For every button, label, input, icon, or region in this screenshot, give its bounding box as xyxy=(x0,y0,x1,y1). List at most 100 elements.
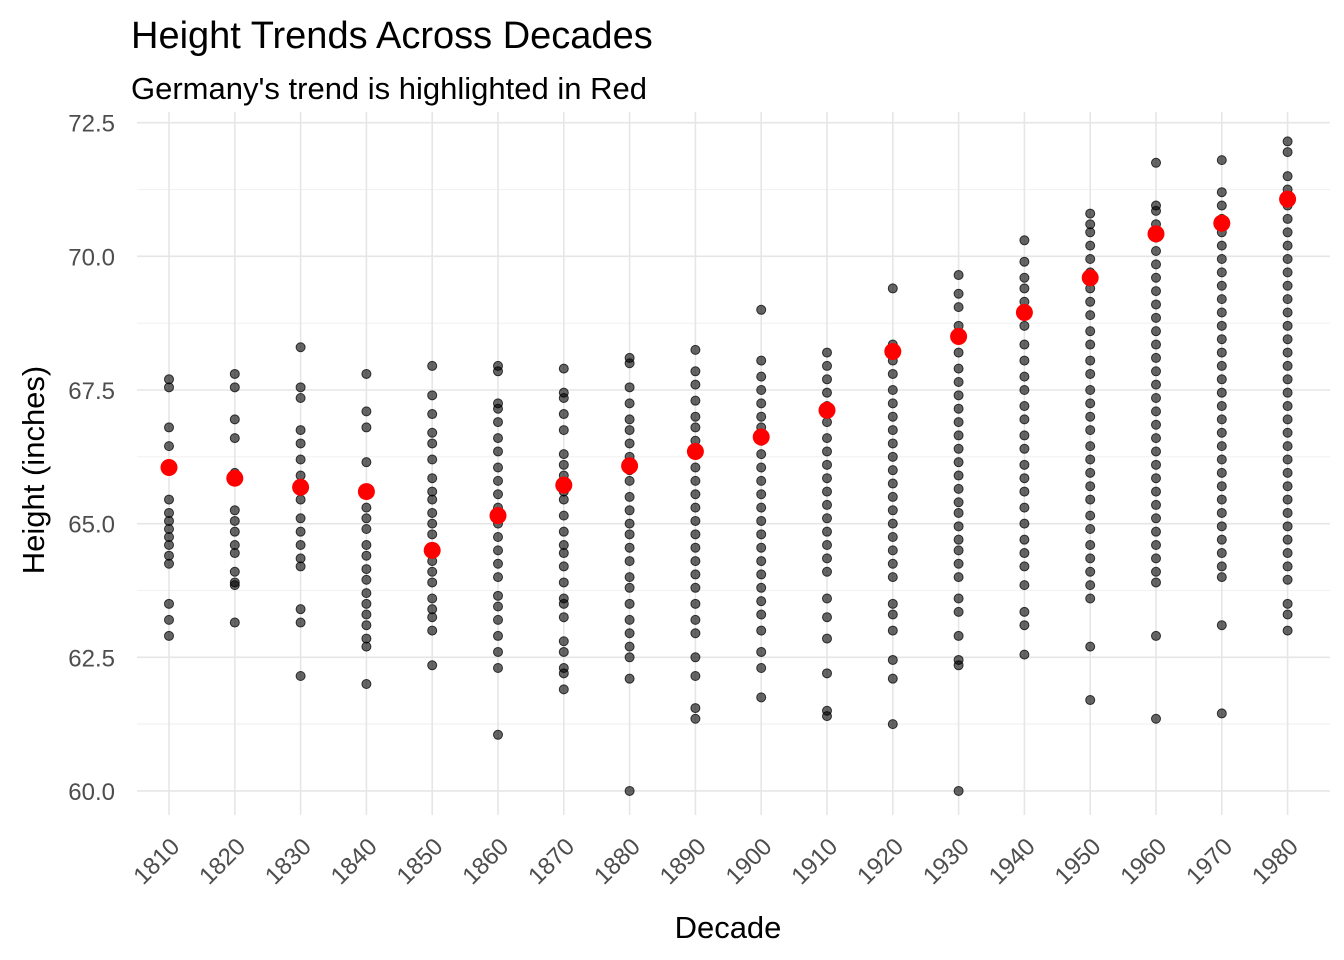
data-point xyxy=(690,598,701,609)
data-point xyxy=(953,660,964,671)
data-point xyxy=(1151,379,1161,390)
x-tick-label: 1900 xyxy=(721,833,778,890)
data-point xyxy=(1085,339,1096,350)
data-point xyxy=(558,646,569,657)
data-point xyxy=(295,617,306,628)
data-point xyxy=(1216,155,1227,166)
data-point xyxy=(295,342,306,353)
data-point xyxy=(1151,566,1161,577)
data-point xyxy=(953,521,964,532)
data-point xyxy=(624,382,635,393)
data-point xyxy=(887,719,898,730)
data-point xyxy=(756,529,767,540)
data-point xyxy=(1282,280,1293,291)
data-point xyxy=(690,475,701,486)
data-point xyxy=(1282,507,1293,518)
germany-point xyxy=(1081,269,1099,287)
data-point xyxy=(1085,368,1096,379)
data-point xyxy=(1282,294,1293,305)
germany-point xyxy=(1147,225,1165,243)
data-point xyxy=(229,382,240,393)
data-point xyxy=(1019,401,1030,412)
data-point xyxy=(1019,414,1030,425)
data-point xyxy=(1282,467,1293,478)
data-point xyxy=(756,371,767,382)
x-tick-label: 1810 xyxy=(128,833,185,890)
data-point xyxy=(493,590,503,601)
data-point xyxy=(164,540,174,551)
data-point xyxy=(1019,272,1030,283)
data-point xyxy=(427,660,438,671)
data-point xyxy=(1216,347,1227,358)
data-point xyxy=(558,510,569,521)
data-point xyxy=(295,671,306,682)
data-point xyxy=(822,633,832,644)
data-point xyxy=(756,449,767,460)
data-point xyxy=(756,411,767,422)
data-point xyxy=(361,513,372,524)
data-point xyxy=(1151,553,1161,564)
data-point xyxy=(229,433,240,444)
data-point xyxy=(624,614,635,625)
data-point xyxy=(624,505,635,516)
x-tick-label: 1940 xyxy=(984,833,1041,890)
germany-point xyxy=(752,428,770,446)
data-point xyxy=(229,526,240,537)
data-point xyxy=(1282,534,1293,545)
data-point xyxy=(493,403,503,414)
data-point xyxy=(690,379,701,390)
data-point xyxy=(756,384,767,395)
data-point xyxy=(1282,427,1293,438)
data-point xyxy=(558,668,569,679)
data-point xyxy=(953,457,964,468)
data-point xyxy=(295,470,306,481)
data-point xyxy=(1151,299,1161,310)
data-point xyxy=(624,358,635,369)
data-point xyxy=(361,523,372,534)
data-point xyxy=(1216,387,1227,398)
data-point xyxy=(493,462,503,473)
data-point xyxy=(1019,283,1030,294)
y-tick-label: 60.0 xyxy=(68,779,115,806)
data-point xyxy=(887,545,898,556)
data-point xyxy=(295,604,306,615)
data-point xyxy=(1019,430,1030,441)
data-point xyxy=(1282,254,1293,265)
data-point xyxy=(690,502,701,513)
germany-points xyxy=(160,190,1297,559)
data-point xyxy=(624,542,635,553)
data-point xyxy=(756,569,767,580)
data-point xyxy=(493,558,503,569)
data-point xyxy=(558,363,569,374)
data-point xyxy=(1282,334,1293,345)
data-point xyxy=(1151,446,1161,457)
data-point xyxy=(427,625,438,636)
data-point xyxy=(1216,254,1227,265)
data-point xyxy=(953,390,964,401)
data-point xyxy=(1151,459,1161,470)
data-point xyxy=(427,427,438,438)
data-point xyxy=(1085,384,1096,395)
data-point xyxy=(756,502,767,513)
x-tick-label: 1930 xyxy=(918,833,975,890)
data-point xyxy=(1085,355,1096,366)
data-point xyxy=(1216,360,1227,371)
data-point xyxy=(229,515,240,526)
data-point xyxy=(624,414,635,425)
data-point xyxy=(822,593,832,604)
data-point xyxy=(953,507,964,518)
data-point xyxy=(1216,280,1227,291)
data-point xyxy=(1085,540,1096,551)
germany-point xyxy=(1213,214,1231,232)
data-point xyxy=(756,304,767,315)
data-point xyxy=(887,425,898,436)
data-point xyxy=(1282,171,1293,182)
data-point xyxy=(1085,593,1096,604)
data-point xyxy=(953,630,964,641)
x-tick-label: 1960 xyxy=(1115,833,1172,890)
data-point xyxy=(953,376,964,387)
data-point xyxy=(887,609,898,620)
data-point xyxy=(1019,548,1030,559)
data-point xyxy=(887,518,898,529)
germany-point xyxy=(686,442,704,460)
